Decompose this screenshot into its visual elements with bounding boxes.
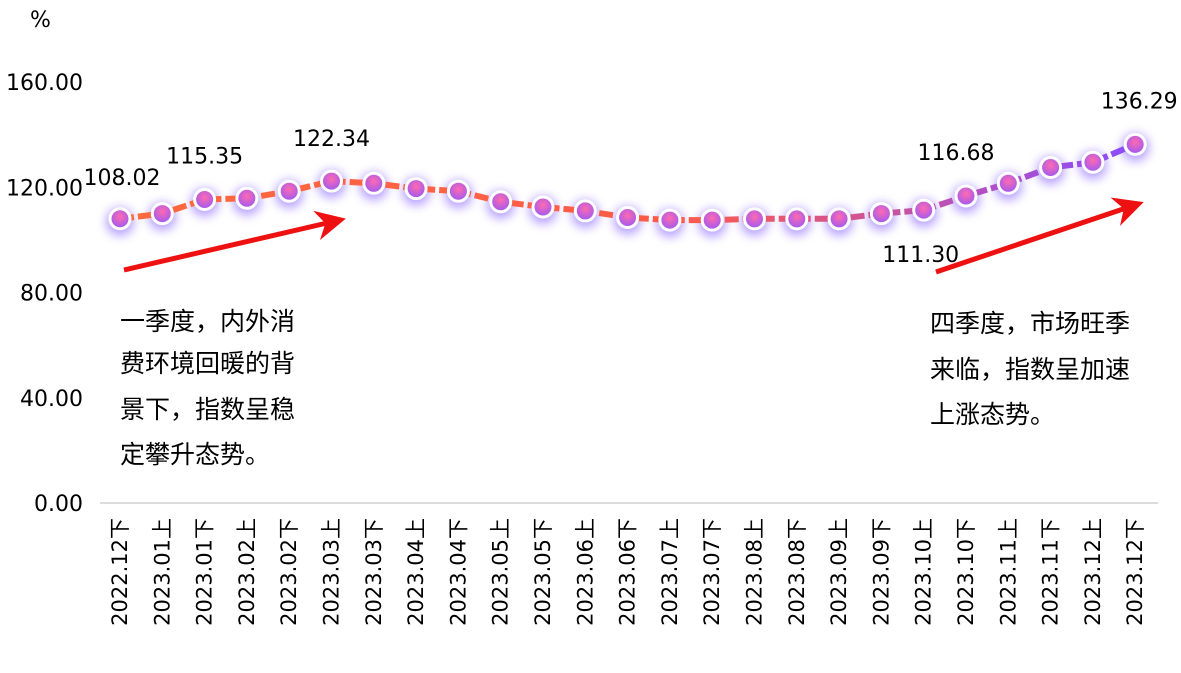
annotation-q4-line: 上涨态势。 <box>930 400 1055 429</box>
annotation-q1-line: 景下，指数呈稳 <box>120 395 295 424</box>
x-tick-label: 2023.01下 <box>193 518 217 626</box>
data-label: 111.30 <box>882 243 959 268</box>
x-tick-label: 2023.02下 <box>277 518 301 626</box>
data-point <box>320 169 343 193</box>
data-point <box>277 179 301 203</box>
data-points <box>108 132 1147 232</box>
y-tick-label: 120.00 <box>6 176 83 201</box>
data-label: 122.34 <box>293 127 370 152</box>
annotation-q1: 一季度，内外消 费环境回暖的背 景下，指数呈稳 定攀升态势。 <box>120 307 295 469</box>
x-tick-label: 2023.07下 <box>700 518 724 626</box>
data-point <box>235 186 259 210</box>
data-point <box>785 207 809 231</box>
data-point <box>616 206 640 230</box>
x-tick-label: 2023.12上 <box>1081 518 1105 626</box>
x-tick-label: 2023.07上 <box>658 518 682 626</box>
data-point <box>1081 150 1105 174</box>
x-tick-label: 2023.06下 <box>616 518 640 626</box>
annotation-q4: 四季度，市场旺季 来临，指数呈加速 上涨态势。 <box>930 309 1130 429</box>
data-point <box>954 184 978 208</box>
x-tick-labels: 2022.12下 2023.01上 2023.01下 2023.02上 2023.02下… <box>108 518 1147 626</box>
data-point <box>996 171 1020 195</box>
data-point <box>573 199 597 223</box>
data-point <box>658 208 682 232</box>
data-point <box>150 202 174 226</box>
data-point <box>193 187 217 211</box>
x-tick-label: 2023.03上 <box>320 518 344 626</box>
x-tick-label: 2023.02上 <box>235 518 259 626</box>
data-point <box>700 208 724 232</box>
y-tick-label: 40.00 <box>20 387 83 412</box>
x-tick-label: 2023.09上 <box>827 518 851 626</box>
x-tick-label: 2023.05下 <box>531 518 555 626</box>
x-tick-label: 2023.05上 <box>489 518 513 626</box>
x-tick-label: 2023.08下 <box>785 518 809 626</box>
data-point <box>362 171 386 195</box>
annotation-q1-line: 定攀升态势。 <box>120 440 270 469</box>
y-tick-labels: 0.00 40.00 80.00 120.00 160.00 <box>6 71 83 517</box>
data-point <box>743 207 766 231</box>
x-tick-label: 2023.10上 <box>912 518 936 626</box>
x-tick-label: 2023.01上 <box>150 518 174 626</box>
data-label: 116.68 <box>918 141 995 166</box>
y-tick-label: 0.00 <box>34 492 83 517</box>
data-label: 136.29 <box>1101 89 1178 114</box>
y-unit-label: % <box>30 8 51 33</box>
y-tick-label: 80.00 <box>20 282 83 307</box>
annotation-q4-line: 来临，指数呈加速 <box>930 355 1130 384</box>
x-tick-label: 2023.10下 <box>954 518 978 626</box>
trend-arrow-q4 <box>935 197 1144 275</box>
x-tick-label: 2023.03下 <box>362 518 386 626</box>
data-point <box>912 198 936 222</box>
x-tick-label: 2022.12下 <box>108 518 132 626</box>
annotation-q4-line: 四季度，市场旺季 <box>930 309 1130 338</box>
x-tick-label: 2023.04上 <box>404 518 428 626</box>
data-point <box>489 190 513 214</box>
y-tick-label: 160.00 <box>6 71 83 96</box>
data-point <box>404 177 428 201</box>
data-point <box>446 179 470 203</box>
x-tick-label: 2023.04下 <box>446 518 470 626</box>
x-tick-label: 2023.06上 <box>573 518 597 626</box>
x-tick-label: 2023.09下 <box>869 518 893 626</box>
annotation-q1-line: 费环境回暖的背 <box>120 349 295 378</box>
data-point <box>531 195 555 219</box>
x-tick-label: 2023.12下 <box>1123 518 1147 626</box>
data-point <box>1039 156 1063 180</box>
x-tick-label: 2023.08上 <box>743 518 767 626</box>
x-tick-label: 2023.11下 <box>1039 518 1063 626</box>
trend-arrow-q1 <box>123 210 346 273</box>
data-point <box>869 202 893 226</box>
annotation-q1-line: 一季度，内外消 <box>120 307 295 336</box>
data-label: 108.02 <box>84 166 161 191</box>
data-point <box>827 207 851 231</box>
data-point <box>108 207 132 231</box>
x-tick-label: 2023.11上 <box>996 518 1020 626</box>
data-point <box>1123 132 1147 156</box>
data-label: 115.35 <box>166 144 243 169</box>
